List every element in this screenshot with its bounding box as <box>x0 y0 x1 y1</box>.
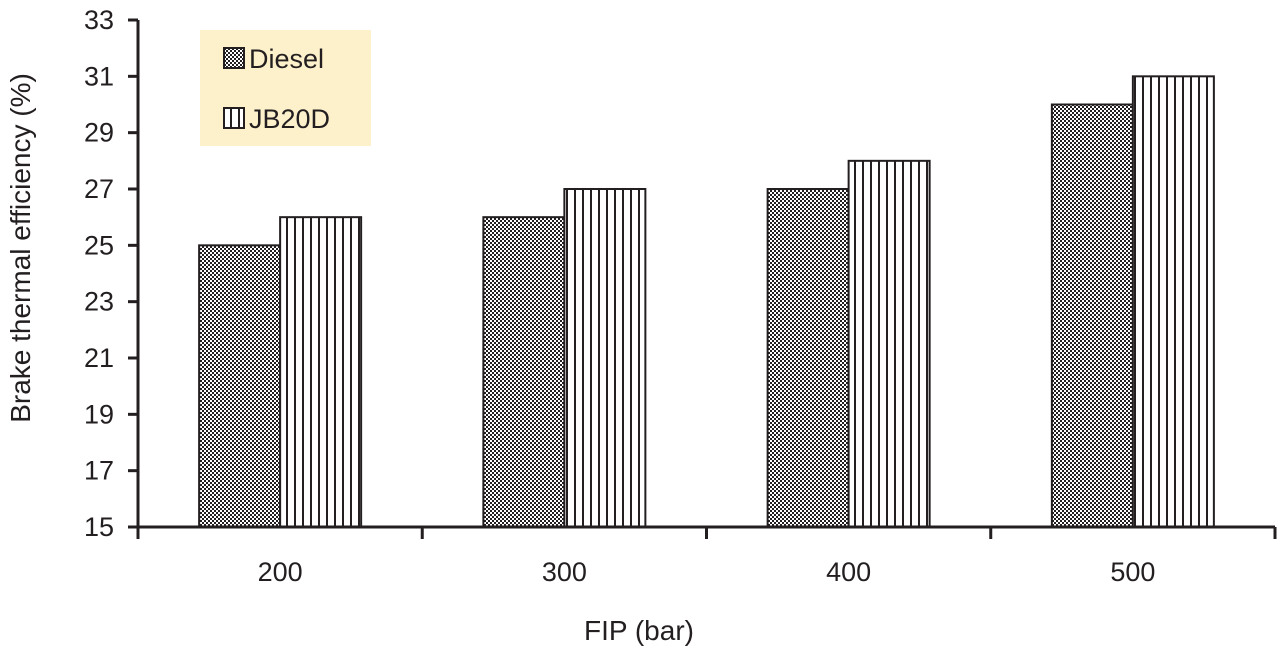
legend: Diesel JB20D <box>200 30 371 146</box>
y-tick-label: 33 <box>84 5 114 35</box>
legend-swatch-diesel <box>223 47 245 69</box>
bar-diesel-500 <box>1050 103 1134 528</box>
x-tick-label-300: 300 <box>542 557 587 587</box>
bar-jb20d-300 <box>563 188 647 528</box>
y-tick-label: 31 <box>84 61 114 91</box>
x-tick-label-500: 500 <box>1110 557 1155 587</box>
bar-diesel-400 <box>766 188 850 528</box>
y-tick-label: 21 <box>84 343 114 373</box>
legend-label-jb20d: JB20D <box>249 104 330 134</box>
y-tick-label: 23 <box>84 287 114 317</box>
bar-jb20d-200 <box>279 216 363 529</box>
bar-diesel-300 <box>482 216 566 529</box>
x-tick-label-200: 200 <box>258 557 303 587</box>
bars-layer <box>198 75 1215 529</box>
y-tick-label: 15 <box>84 512 114 542</box>
x-axis-title: FIP (bar) <box>584 615 694 646</box>
bar-diesel-200 <box>198 244 282 528</box>
y-tick-label: 29 <box>84 118 114 148</box>
y-tick-label: 25 <box>84 230 114 260</box>
axes-layer: 15 17 19 21 23 25 27 29 31 33 200 300 400 500 <box>84 5 1277 587</box>
bar-jb20d-500 <box>1131 75 1215 528</box>
y-tick-label: 19 <box>84 399 114 429</box>
x-tick-label-400: 400 <box>826 557 871 587</box>
y-tick-label: 17 <box>84 456 114 486</box>
legend-label-diesel: Diesel <box>249 44 324 74</box>
y-axis-title: Brake thermal efficiency (%) <box>5 73 36 423</box>
y-tick-label: 27 <box>84 174 114 204</box>
bar-jb20d-400 <box>847 159 931 528</box>
legend-swatch-jb20d <box>223 107 245 129</box>
